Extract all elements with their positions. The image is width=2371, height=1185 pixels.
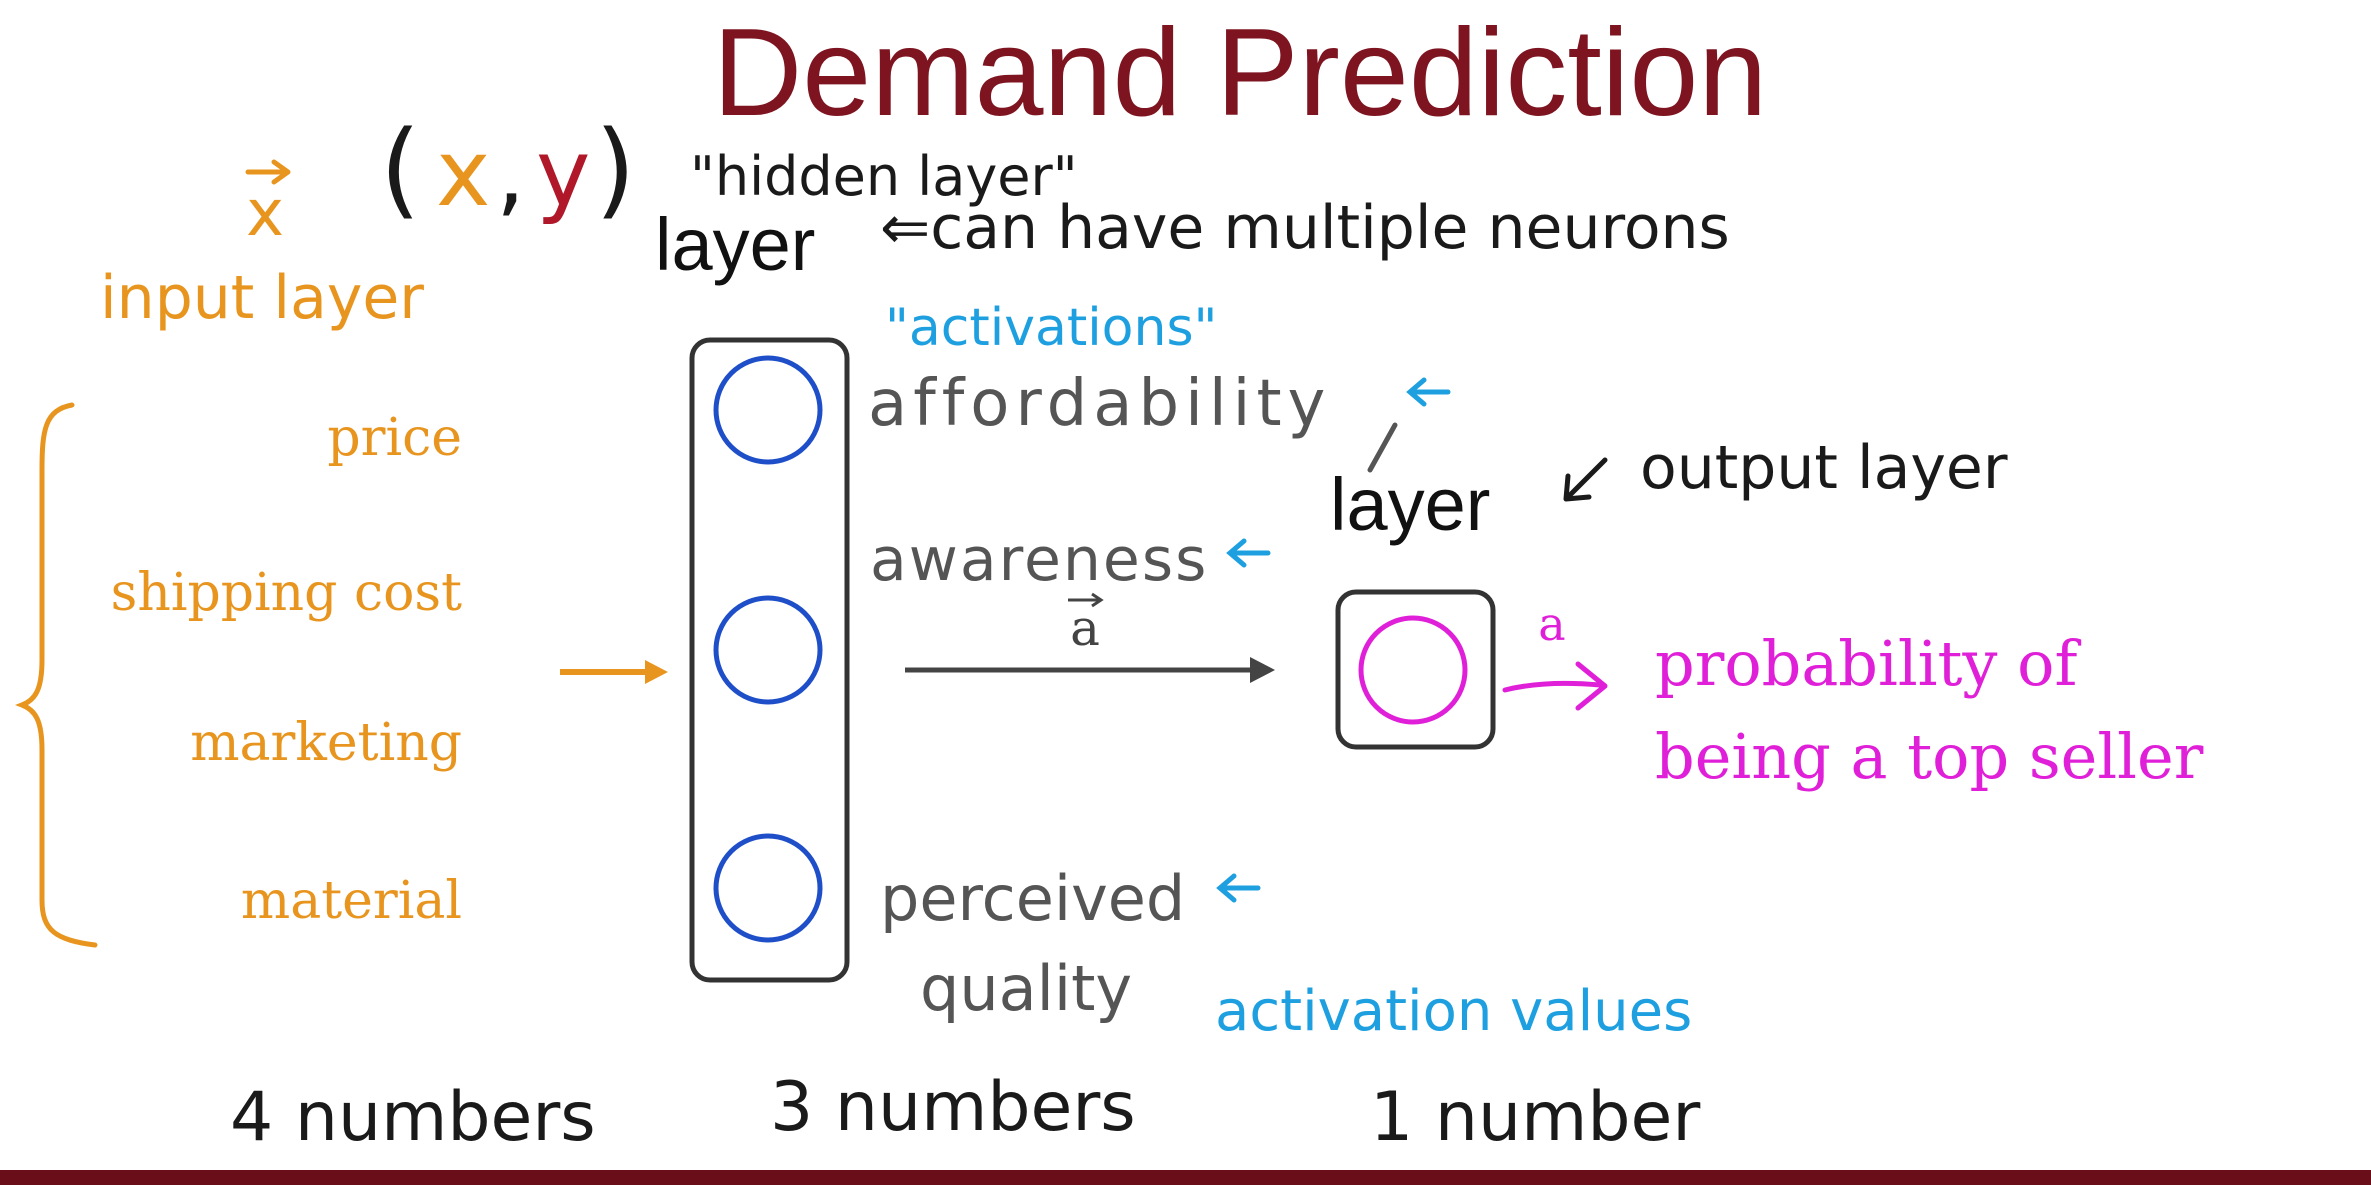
input-layer-label: input layer [100,263,424,333]
output-count: 1 number [1370,1078,1700,1157]
pair-open: ( [380,108,421,230]
blue-arrow-affordability [1406,377,1451,407]
feature-material: material [241,871,462,931]
output-result-line1: probability of [1655,627,2081,700]
feature-price: price [327,408,462,468]
activations-quote: "activations" [885,298,1217,358]
blue-arrow-perceived [1216,873,1261,903]
feature-shipping-cost: shipping cost [111,563,462,623]
label-quality: quality [920,952,1132,1025]
pair-x: x [436,120,490,227]
activation-values-note: activation values [1215,979,1692,1044]
affordability-tail [1367,422,1398,473]
hidden-layer-word: layer [655,203,815,286]
neuron-awareness [713,595,823,705]
label-perceived: perceived [880,862,1185,935]
output-layer-word: layer [1330,463,1490,546]
page-title: Demand Prediction [713,4,1768,142]
input-count: 4 numbers [230,1078,596,1157]
neuron-perceived-quality [713,833,823,943]
output-neuron [1358,615,1468,725]
input-arrow [560,660,668,684]
output-layer-note: output layer [1640,433,2008,503]
pair-comma: , [496,120,525,227]
hidden-count: 3 numbers [770,1068,1136,1147]
training-pair: ( x , y ) [380,108,636,230]
hidden-layer-box [689,337,850,983]
output-a-label: a [1538,597,1565,651]
label-awareness: awareness [870,525,1208,595]
vector-a-label: a [1070,599,1100,657]
bottom-bar [0,1170,2371,1185]
hidden-layer-quote: "hidden layer" [690,145,1078,208]
pair-close: ) [595,108,636,230]
hidden-layer-note: ⇐can have multiple neurons [880,193,1730,263]
blue-arrow-awareness [1226,538,1271,568]
output-arrow: a [1502,597,1608,711]
neuron-affordability [713,355,823,465]
output-layer-box [1335,589,1496,750]
input-brace [15,402,98,948]
output-result-line2: being a top seller [1655,720,2204,793]
label-affordability: affordability [868,367,1331,441]
feature-marketing: marketing [190,713,462,773]
activation-vector-arrow: a [905,592,1275,683]
pair-y: y [536,120,590,227]
x-vector-symbol: x [246,177,284,251]
output-layer-pointer [1563,457,1608,502]
input-features: price shipping cost marketing material [111,408,462,931]
x-vector-notation: x [245,159,291,251]
